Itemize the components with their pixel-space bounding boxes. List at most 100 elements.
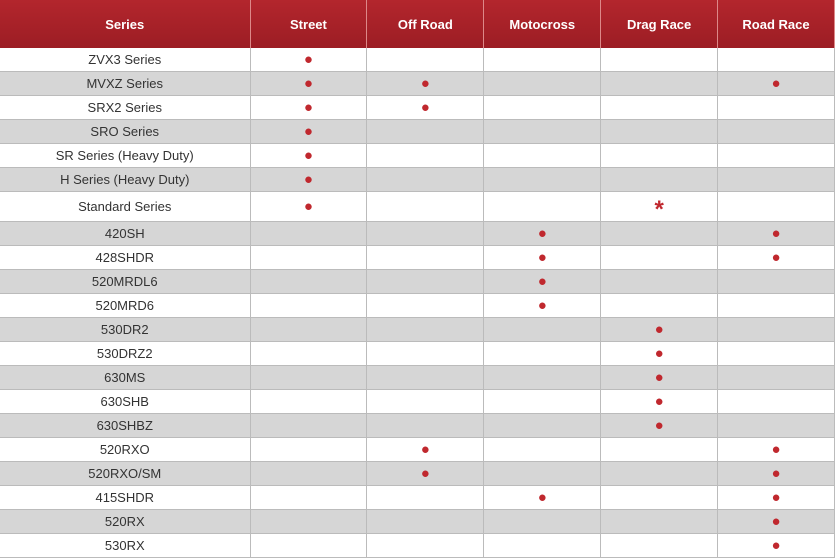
series-name: ZVX3 Series [0, 48, 251, 72]
empty-cell [600, 119, 719, 144]
table-body: ZVX3 Series ● MVXZ Series ● ● ● SRX2 Series ● ● S… [0, 48, 835, 558]
empty-cell [366, 365, 485, 390]
empty-cell [250, 485, 368, 510]
usage-mark: ● [600, 317, 719, 342]
column-header: Drag Race [600, 0, 719, 48]
header-row: Series Street Off Road Motocross Drag Race Ro… [0, 0, 835, 48]
empty-cell [717, 95, 835, 120]
usage-mark: ● [366, 437, 485, 462]
series-name: 520RX [0, 509, 251, 534]
usage-mark: ● [717, 245, 835, 270]
empty-cell [250, 269, 368, 294]
table-row: 520RXO ● ● [0, 437, 835, 462]
usage-mark: * [600, 191, 719, 222]
usage-mark: ● [483, 269, 602, 294]
series-name: 520RXO [0, 437, 251, 462]
empty-cell [250, 293, 368, 318]
usage-mark: ● [483, 485, 602, 510]
empty-cell [483, 191, 602, 222]
empty-cell [366, 341, 485, 366]
usage-mark: ● [250, 119, 368, 144]
empty-cell [250, 245, 368, 270]
usage-mark: ● [250, 191, 368, 222]
usage-mark: ● [717, 509, 835, 534]
empty-cell [483, 119, 602, 144]
empty-cell [600, 71, 719, 96]
table-row: 630MS ● [0, 365, 835, 390]
empty-cell [366, 485, 485, 510]
table-row: 520RXO/SM ● ● [0, 461, 835, 486]
empty-cell [717, 191, 835, 222]
empty-cell [600, 221, 719, 246]
empty-cell [483, 461, 602, 486]
empty-cell [366, 245, 485, 270]
usage-mark: ● [600, 413, 719, 438]
empty-cell [717, 365, 835, 390]
series-name: SR Series (Heavy Duty) [0, 143, 251, 168]
usage-mark: ● [250, 143, 368, 168]
empty-cell [366, 143, 485, 168]
series-name: MVXZ Series [0, 71, 251, 96]
empty-cell [600, 269, 719, 294]
series-name: 415SHDR [0, 485, 251, 510]
empty-cell [600, 95, 719, 120]
series-name: 520MRD6 [0, 293, 251, 318]
empty-cell [717, 119, 835, 144]
empty-cell [717, 389, 835, 414]
usage-mark: ● [366, 71, 485, 96]
usage-mark: ● [366, 461, 485, 486]
empty-cell [717, 317, 835, 342]
empty-cell [717, 143, 835, 168]
usage-mark: ● [600, 389, 719, 414]
series-name: 630MS [0, 365, 251, 390]
empty-cell [483, 365, 602, 390]
usage-mark: ● [717, 461, 835, 486]
series-name: 530DR2 [0, 317, 251, 342]
empty-cell [483, 389, 602, 414]
empty-cell [483, 167, 602, 192]
usage-mark: ● [483, 293, 602, 318]
series-name: 630SHBZ [0, 413, 251, 438]
series-name: 520RXO/SM [0, 461, 251, 486]
empty-cell [366, 293, 485, 318]
empty-cell [366, 191, 485, 222]
table-row: SRX2 Series ● ● [0, 95, 835, 120]
empty-cell [366, 221, 485, 246]
table-row: Standard Series ● * [0, 191, 835, 222]
table-row: MVXZ Series ● ● ● [0, 71, 835, 96]
empty-cell [366, 317, 485, 342]
series-name: Standard Series [0, 191, 251, 222]
series-name: 420SH [0, 221, 251, 246]
empty-cell [600, 48, 719, 72]
usage-mark: ● [250, 71, 368, 96]
empty-cell [717, 341, 835, 366]
empty-cell [600, 293, 719, 318]
usage-mark: ● [600, 341, 719, 366]
empty-cell [483, 71, 602, 96]
table-row: 415SHDR ● ● [0, 485, 835, 510]
usage-mark: ● [717, 437, 835, 462]
empty-cell [483, 317, 602, 342]
empty-cell [483, 413, 602, 438]
empty-cell [366, 167, 485, 192]
empty-cell [483, 48, 602, 72]
empty-cell [600, 461, 719, 486]
empty-cell [250, 461, 368, 486]
empty-cell [366, 119, 485, 144]
table-row: 630SHBZ ● [0, 413, 835, 438]
empty-cell [717, 48, 835, 72]
empty-cell [366, 269, 485, 294]
empty-cell [366, 413, 485, 438]
usage-mark: ● [250, 48, 368, 72]
empty-cell [483, 341, 602, 366]
empty-cell [600, 167, 719, 192]
table-row: 530DR2 ● [0, 317, 835, 342]
empty-cell [250, 365, 368, 390]
table-row: 530DRZ2 ● [0, 341, 835, 366]
usage-mark: ● [717, 221, 835, 246]
empty-cell [366, 389, 485, 414]
empty-cell [483, 95, 602, 120]
empty-cell [600, 437, 719, 462]
column-header: Street [250, 0, 368, 48]
